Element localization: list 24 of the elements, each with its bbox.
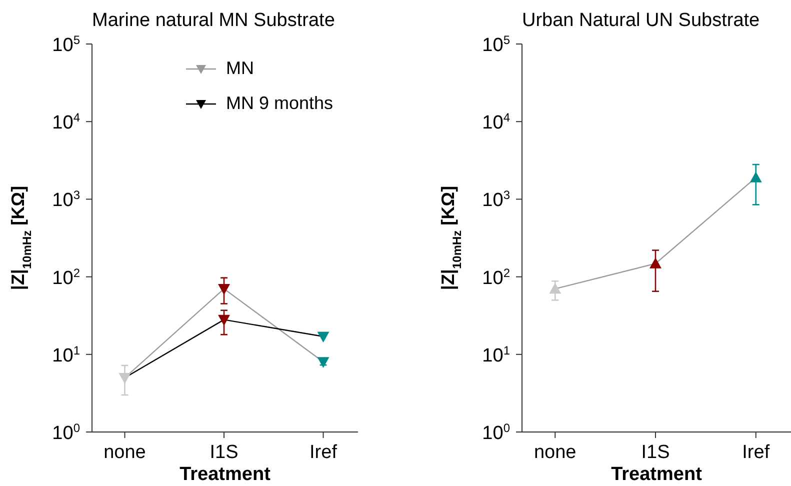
x-tick-label: Iref xyxy=(742,442,770,463)
legend-label: MN 9 months xyxy=(226,93,334,114)
x-axis-title: Treatment xyxy=(611,464,703,485)
y-tick-label: 10$^{0}$ xyxy=(52,421,80,444)
y-tick-label: 10$^{1}$ xyxy=(52,343,80,366)
x-tick-label: I1S xyxy=(210,442,238,463)
y-tick-label: 10$^{5}$ xyxy=(482,33,510,56)
chart-title: Urban Natural UN Substrate xyxy=(522,10,760,32)
y-tick-label: 10$^{2}$ xyxy=(482,266,510,289)
x-tick-label: Iref xyxy=(310,442,338,463)
y-tick-label: 10$^{3}$ xyxy=(52,188,80,212)
y-tick-label: 10$^{1}$ xyxy=(482,343,510,366)
x-tick-label: none xyxy=(104,442,146,463)
y-tick-label: 10$^{0}$ xyxy=(482,421,510,444)
y-tick-label: 10$^{3}$ xyxy=(482,188,510,212)
chart-title: Marine natural MN Substrate xyxy=(92,10,335,32)
x-tick-label: none xyxy=(534,442,576,463)
y-tick-label: 10$^{2}$ xyxy=(52,266,80,289)
y-tick-label: 10$^{5}$ xyxy=(52,33,80,56)
y-tick-label: 10$^{4}$ xyxy=(52,110,80,134)
x-axis-title: Treatment xyxy=(180,464,272,485)
legend-label: MN xyxy=(226,58,254,79)
y-tick-label: 10$^{4}$ xyxy=(482,110,510,134)
x-tick-label: I1S xyxy=(641,442,670,463)
